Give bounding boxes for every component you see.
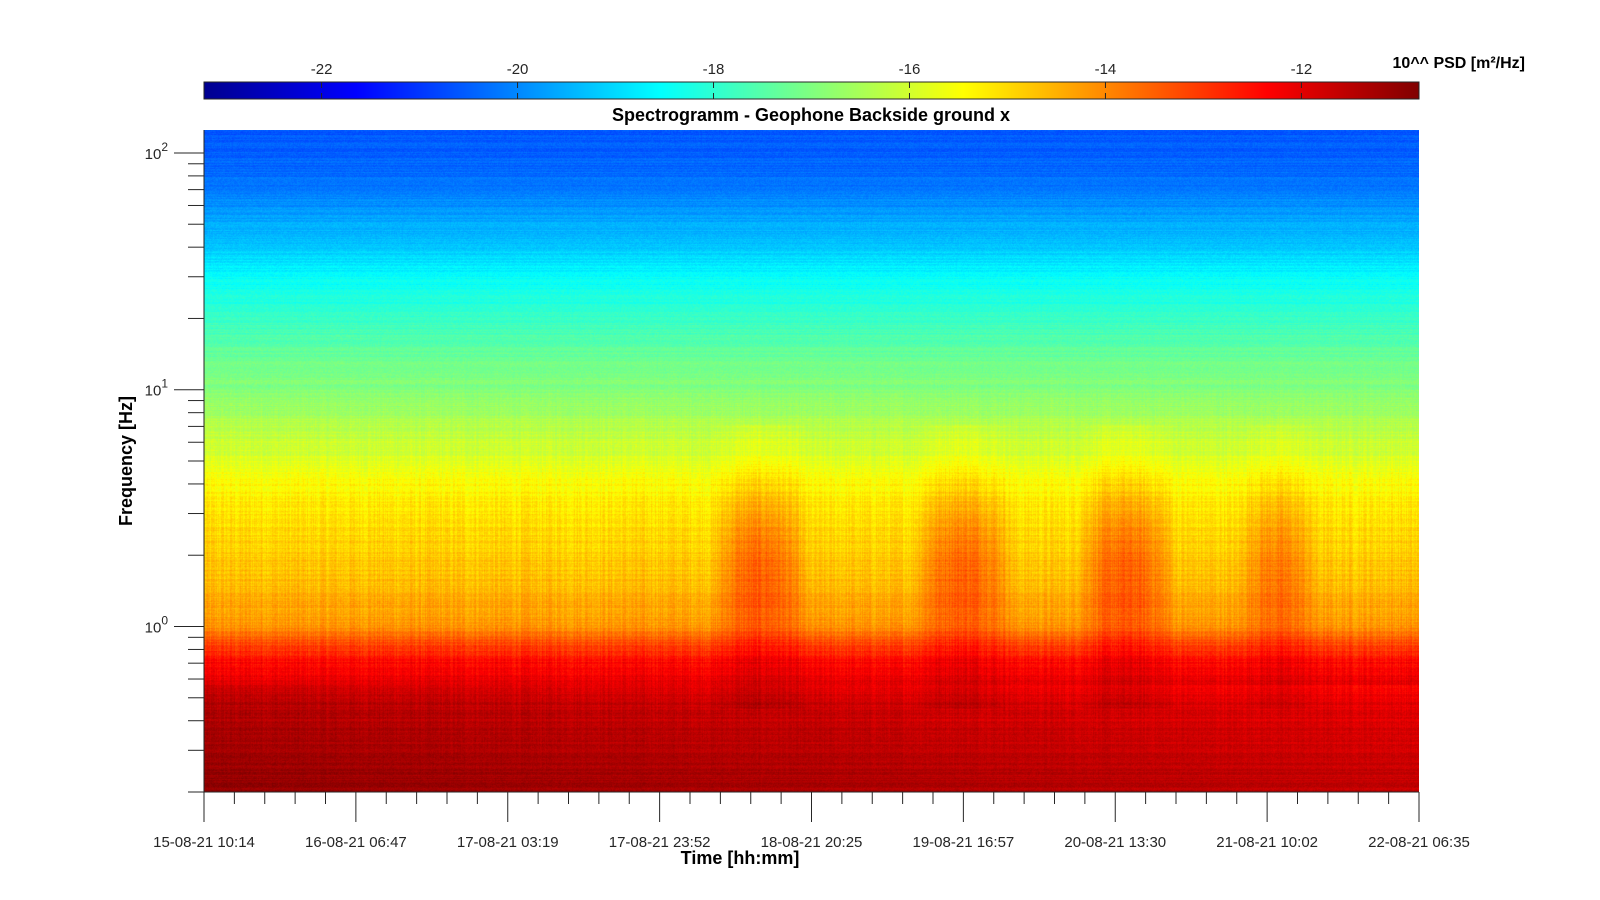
x-tick-label: 17-08-21 03:19 bbox=[457, 834, 559, 851]
y-tick-label: 101 bbox=[145, 377, 169, 400]
x-tick-label: 22-08-21 06:35 bbox=[1368, 834, 1470, 851]
colorbar-tick-label: -22 bbox=[311, 61, 333, 78]
chart-title: Spectrogramm - Geophone Backside ground … bbox=[612, 105, 1010, 125]
colorbar-tick-label: -16 bbox=[899, 61, 921, 78]
colorbar-gradient bbox=[203, 81, 1420, 100]
x-tick-label: 15-08-21 10:14 bbox=[153, 834, 255, 851]
x-tick-label: 21-08-21 10:02 bbox=[1216, 834, 1318, 851]
heatmap-image bbox=[204, 130, 1419, 792]
y-tick-label: 100 bbox=[145, 614, 169, 637]
colorbar-tick-label: -14 bbox=[1095, 61, 1117, 78]
x-tick-label: 18-08-21 20:25 bbox=[761, 834, 863, 851]
plot-area bbox=[203, 130, 1419, 793]
colorbar-label: 10^^ PSD [m²/Hz] bbox=[1393, 55, 1525, 72]
colorbar-ticks: -22 -20 -18 -16 -14 -12 bbox=[311, 61, 1313, 99]
y-axis: 100 101 102 bbox=[145, 140, 204, 793]
x-tick-label: 20-08-21 13:30 bbox=[1064, 834, 1166, 851]
x-tick-label: 16-08-21 06:47 bbox=[305, 834, 407, 851]
x-axis-label: Time [hh:mm] bbox=[681, 848, 800, 868]
colorbar-tick-label: -18 bbox=[703, 61, 725, 78]
y-tick-label: 102 bbox=[145, 140, 169, 163]
colorbar: -22 -20 -18 -16 -14 -12 10^^ PSD [m²/Hz] bbox=[203, 55, 1525, 100]
colorbar-tick-label: -20 bbox=[507, 61, 529, 78]
x-tick-label: 17-08-21 23:52 bbox=[609, 834, 711, 851]
x-axis: 15-08-21 10:14 16-08-21 06:47 17-08-21 03:… bbox=[153, 792, 1470, 851]
colorbar-tick-label: -12 bbox=[1291, 61, 1313, 78]
y-axis-label: Frequency [Hz] bbox=[116, 396, 136, 526]
x-tick-label: 19-08-21 16:57 bbox=[913, 834, 1015, 851]
